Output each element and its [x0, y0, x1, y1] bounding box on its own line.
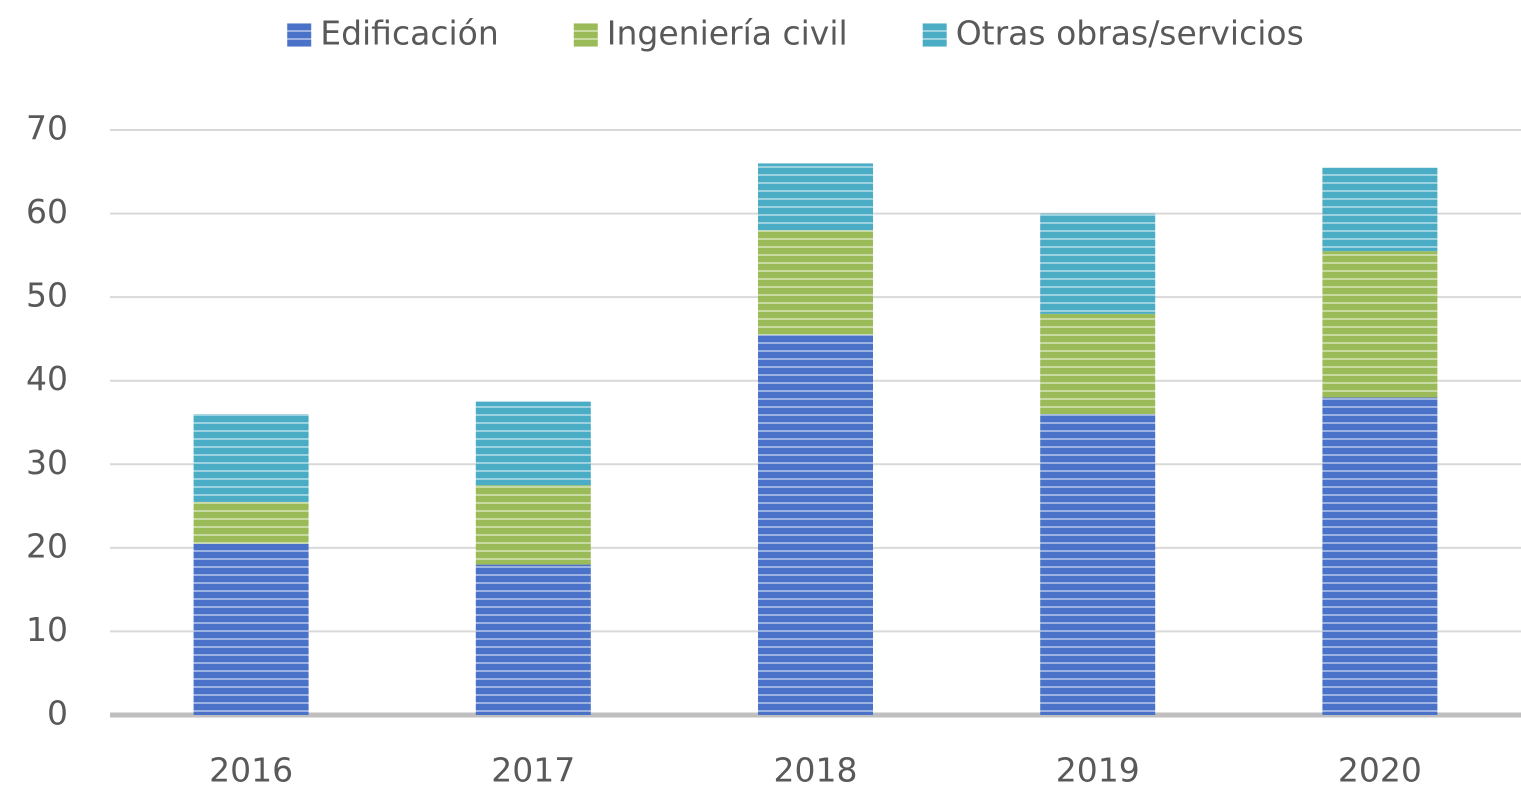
legend-swatch [573, 23, 598, 47]
bar-segment [758, 334, 873, 715]
x-tick-label: 2016 [209, 751, 293, 790]
x-tick-label: 2020 [1338, 751, 1422, 790]
bar-segment [193, 543, 309, 715]
y-tick-label: 20 [26, 526, 68, 565]
legend-label: Otras obras/servicios [956, 14, 1304, 53]
x-tick-label: 2017 [491, 751, 575, 790]
bar-segment [758, 230, 873, 335]
legend-label: Ingeniería civil [607, 14, 848, 53]
bar-segment [193, 414, 309, 502]
legend-swatch [922, 23, 947, 47]
y-tick-label: 10 [26, 610, 68, 649]
bar-segment [475, 401, 591, 486]
legend: Edificación Ingeniería civil Otras obras/s… [287, 14, 1304, 53]
bar-segment [475, 564, 591, 715]
legend-swatch [287, 23, 312, 47]
bar-segment [193, 501, 309, 544]
y-tick-label: 40 [26, 359, 68, 398]
y-tick-label: 60 [26, 192, 68, 231]
bar-segment [1040, 213, 1156, 314]
y-tick-label: 0 [47, 694, 68, 733]
x-tick-label: 2018 [774, 751, 858, 790]
x-tick-label: 2019 [1056, 751, 1140, 790]
bar-segment [475, 485, 591, 565]
bar-segment [1322, 251, 1438, 398]
legend-label: Edificación [320, 14, 499, 53]
bar-segment [1040, 313, 1156, 415]
bar-segment [758, 163, 873, 231]
y-tick-label: 50 [26, 276, 68, 315]
y-tick-label: 30 [26, 443, 68, 482]
bar-segment [1040, 414, 1156, 715]
bar-segment [1322, 167, 1438, 252]
y-tick-label: 70 [26, 109, 68, 148]
bar-segment [1322, 397, 1438, 715]
